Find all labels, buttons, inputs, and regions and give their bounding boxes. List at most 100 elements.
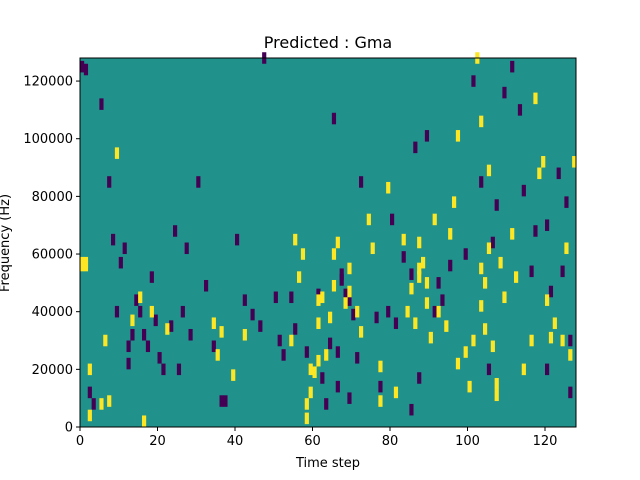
heatmap-cell-high: [231, 369, 236, 381]
heatmap-cell-low: [173, 225, 178, 237]
heatmap-cell-low: [289, 291, 294, 304]
y-tick-label: 100000: [23, 132, 73, 147]
heatmap-cell-low: [211, 340, 216, 353]
heatmap-cell-high: [83, 259, 89, 272]
heatmap-cells: [80, 52, 577, 427]
heatmap-cell-low: [564, 196, 569, 208]
heatmap-cell-low: [339, 274, 344, 286]
heatmap-cell-low: [436, 277, 441, 289]
heatmap-cell-high: [541, 156, 546, 168]
heatmap-cell-low: [161, 363, 166, 376]
heatmap-cell-low: [258, 320, 263, 332]
heatmap-cell-high: [572, 156, 577, 168]
heatmap-cell-low: [548, 285, 554, 298]
heatmap-cell-high: [211, 317, 216, 329]
heatmap-cell-low: [196, 176, 201, 188]
heatmap-cell-high: [494, 389, 499, 402]
heatmap-cell-high: [417, 271, 422, 283]
x-tick-label: 60: [304, 434, 321, 449]
heatmap-cell-high: [359, 326, 364, 338]
heatmap-cell-low: [386, 305, 391, 318]
heatmap-cell-low: [87, 386, 92, 399]
heatmap-cell-high: [405, 305, 410, 318]
heatmap-cell-high: [471, 334, 476, 347]
heatmap-cell-low: [378, 380, 383, 393]
heatmap-cell-low: [91, 398, 96, 410]
heatmap-cell-low: [510, 60, 515, 73]
heatmap-cell-high: [545, 294, 550, 306]
x-tick-label: 0: [76, 434, 84, 449]
plot-frame: [79, 57, 577, 428]
y-tick-label: 40000: [32, 305, 73, 320]
heatmap-cell-low: [320, 372, 325, 384]
heatmap-cell-low: [107, 176, 112, 188]
heatmap-cell-high: [331, 248, 337, 260]
heatmap-cell-high: [300, 248, 306, 260]
heatmap-cell-low: [490, 236, 495, 249]
heatmap-cell-high: [80, 259, 85, 272]
heatmap-cell-high: [142, 415, 147, 427]
heatmap-cell-high: [87, 409, 92, 422]
heatmap-cell-low: [304, 346, 309, 358]
heatmap-cell-low: [118, 256, 123, 269]
heatmap-cell-low: [424, 130, 430, 142]
heatmap-cell-high: [304, 398, 309, 410]
heatmap-cell-low: [486, 363, 492, 376]
heatmap-cell-high: [560, 334, 565, 347]
x-tick-label: 80: [382, 434, 399, 449]
heatmap-cell-high: [107, 395, 112, 407]
heatmap-cell-high: [494, 377, 499, 390]
y-tick-label: 80000: [32, 190, 73, 205]
heatmap-cell-high: [401, 233, 406, 246]
heatmap-cell-high: [428, 331, 433, 344]
heatmap-cell-low: [169, 320, 174, 332]
heatmap-cell-low: [343, 288, 348, 301]
heatmap-cell-high: [510, 228, 515, 240]
heatmap-cell-low: [335, 346, 340, 358]
heatmap-cell-high: [289, 334, 294, 347]
heatmap-cell-low: [126, 340, 131, 353]
heatmap-cell-high: [409, 282, 414, 295]
heatmap-cell-high: [452, 196, 457, 208]
heatmap-cell-high: [378, 395, 383, 407]
heatmap-cell-low: [374, 311, 379, 324]
heatmap-cell-low: [347, 392, 352, 404]
heatmap-cell-low: [204, 279, 209, 292]
heatmap-cell-low: [250, 308, 255, 321]
heatmap-cell-low: [242, 294, 247, 306]
heatmap-cell-high: [347, 262, 352, 275]
heatmap-cell-high: [366, 213, 371, 226]
heatmap-cell-high: [502, 291, 507, 304]
heatmap-cell-low: [157, 352, 162, 364]
heatmap-cell-low: [440, 294, 445, 306]
heatmap-cell-high: [467, 380, 472, 393]
heatmap-cell-high: [393, 386, 399, 399]
x-tick-label: 120: [533, 434, 558, 449]
heatmap-cell-low: [114, 305, 120, 318]
heatmap-cell-low: [281, 349, 286, 361]
heatmap-cell-low: [111, 233, 116, 246]
heatmap-cell-high: [316, 317, 321, 329]
heatmap-cell-low: [568, 334, 573, 347]
heatmap-cell-low: [529, 265, 534, 278]
x-tick-label: 100: [455, 434, 480, 449]
heatmap-background: [80, 58, 576, 427]
heatmap-cell-low: [409, 403, 414, 416]
heatmap-cell-high: [335, 236, 340, 249]
heatmap-cell-low: [180, 305, 185, 318]
heatmap-cell-low: [142, 328, 147, 341]
heatmap-cell-low: [145, 340, 151, 353]
heatmap-cell-low: [545, 363, 550, 376]
heatmap-cell-low: [448, 259, 453, 272]
heatmap-cell-low: [390, 213, 395, 226]
heatmap-cell-high: [424, 277, 430, 289]
heatmap-cell-low: [502, 86, 507, 99]
y-axis-label: Frequency (Hz): [0, 194, 13, 292]
heatmap-cell-high: [436, 305, 441, 318]
heatmap-cell-high: [421, 256, 426, 269]
heatmap-cell-high: [548, 331, 554, 344]
heatmap-cell-low: [277, 334, 282, 347]
heatmap-cell-low: [335, 380, 340, 393]
heatmap-cell-low: [134, 294, 139, 306]
